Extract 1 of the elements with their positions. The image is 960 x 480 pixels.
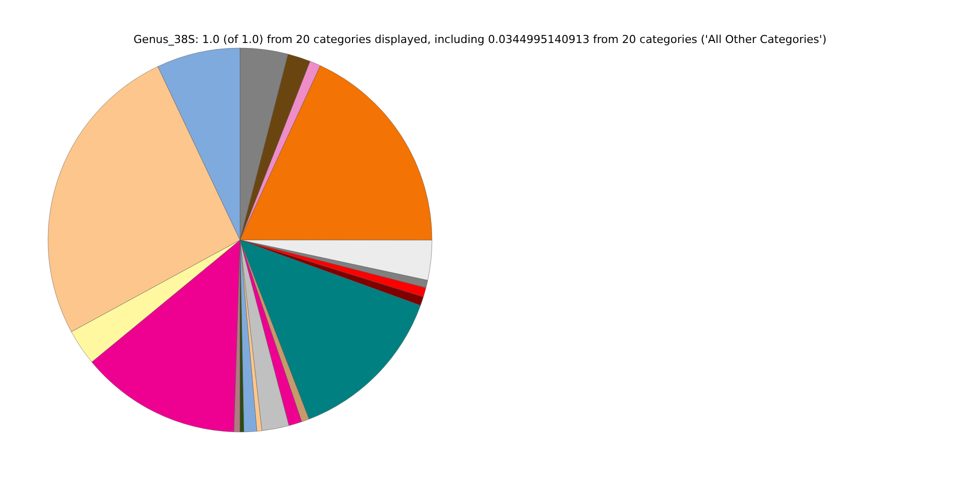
text: Genus_38S: 1.0 (of 1.0) from 20 categories displayed, including 0.0344995140913 from 20 categories ('All Other Categories')	[134, 33, 826, 46]
